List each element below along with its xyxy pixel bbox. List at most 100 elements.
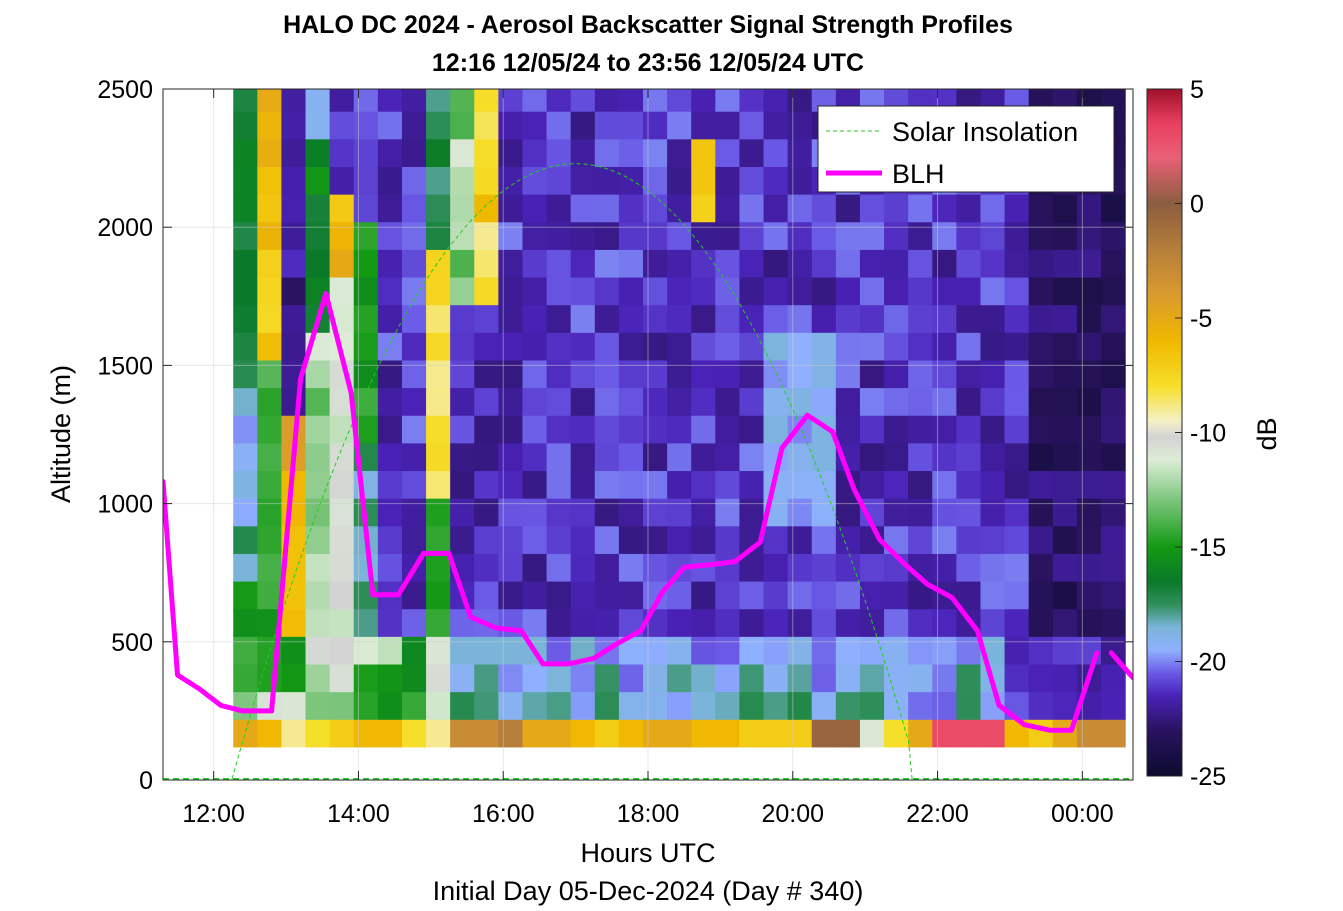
heatmap-cell bbox=[884, 608, 909, 637]
heatmap-cell bbox=[233, 221, 258, 250]
heatmap-cell bbox=[618, 470, 644, 499]
heatmap-cell bbox=[1076, 580, 1102, 610]
colorbar-label: dB bbox=[1252, 417, 1282, 450]
heatmap-cell bbox=[570, 304, 596, 333]
heatmap-cell bbox=[377, 89, 403, 112]
heatmap-cell bbox=[956, 580, 982, 610]
heatmap-cell bbox=[787, 553, 813, 582]
heatmap-cell bbox=[691, 221, 716, 250]
heatmap-cell bbox=[522, 525, 548, 554]
heatmap-cell bbox=[450, 470, 475, 499]
heatmap-cell bbox=[956, 415, 982, 444]
heatmap-cell bbox=[377, 166, 403, 195]
heatmap-cell bbox=[377, 442, 403, 472]
heatmap-cell bbox=[667, 194, 692, 223]
heatmap-cell bbox=[787, 719, 813, 748]
heatmap-cell bbox=[811, 194, 837, 223]
heatmap-cell bbox=[787, 138, 813, 167]
heatmap-cell bbox=[233, 608, 258, 637]
heatmap-cell bbox=[329, 415, 355, 444]
heatmap-cell bbox=[884, 221, 909, 250]
heatmap-cell bbox=[401, 663, 427, 693]
heatmap-cell bbox=[570, 387, 596, 416]
heatmap-cell bbox=[884, 580, 909, 610]
heatmap-cell bbox=[835, 608, 861, 637]
x-tick-label: 14:00 bbox=[327, 800, 390, 828]
heatmap-cell bbox=[281, 719, 307, 748]
chart-subtitle: 12:16 12/05/24 to 23:56 12/05/24 UTC bbox=[432, 49, 864, 77]
heatmap-cell bbox=[739, 221, 765, 250]
heatmap-cell bbox=[739, 111, 765, 140]
heatmap-cell bbox=[305, 719, 331, 748]
heatmap-cell bbox=[811, 608, 837, 637]
heatmap-cell bbox=[859, 415, 885, 444]
heatmap-cell bbox=[667, 415, 692, 444]
heatmap-cell bbox=[835, 415, 861, 444]
heatmap-cell bbox=[426, 304, 451, 333]
colorbar-tick-label: -25 bbox=[1190, 763, 1226, 791]
heatmap-cell bbox=[739, 608, 765, 637]
heatmap-cell bbox=[932, 525, 957, 554]
heatmap-cell bbox=[474, 387, 499, 416]
heatmap-cell bbox=[474, 359, 499, 389]
heatmap-cell bbox=[546, 111, 572, 140]
heatmap-cell bbox=[908, 442, 933, 472]
heatmap-cell bbox=[450, 221, 475, 250]
heatmap-cell bbox=[739, 304, 765, 333]
heatmap-cell bbox=[1076, 719, 1102, 748]
heatmap-cell bbox=[1076, 553, 1102, 582]
heatmap-cell bbox=[643, 636, 668, 665]
heatmap-cell bbox=[426, 221, 451, 250]
heatmap-cell bbox=[980, 359, 1006, 389]
heatmap-cell bbox=[1076, 359, 1102, 389]
heatmap-cell bbox=[1052, 276, 1078, 306]
heatmap-cell bbox=[594, 332, 620, 361]
heatmap-cell bbox=[643, 498, 668, 527]
heatmap-cell bbox=[787, 470, 813, 499]
heatmap-cell bbox=[1004, 470, 1030, 499]
heatmap-cell bbox=[1101, 221, 1126, 250]
heatmap-cell bbox=[450, 89, 475, 112]
heatmap-cell bbox=[956, 470, 982, 499]
heatmap-cell bbox=[1028, 719, 1054, 748]
heatmap-cell bbox=[257, 332, 283, 361]
heatmap-cell bbox=[715, 442, 741, 472]
heatmap-cell bbox=[1004, 221, 1030, 250]
heatmap-cell bbox=[257, 89, 283, 112]
heatmap-cell bbox=[1052, 387, 1078, 416]
heatmap-cell bbox=[522, 138, 548, 167]
heatmap-cell bbox=[618, 221, 644, 250]
heatmap-cell bbox=[643, 442, 668, 472]
heatmap-cell bbox=[498, 498, 524, 527]
heatmap-cell bbox=[667, 470, 692, 499]
heatmap-cell bbox=[353, 470, 379, 499]
heatmap-cell bbox=[932, 608, 957, 637]
heatmap-cell bbox=[329, 470, 355, 499]
heatmap-cell bbox=[618, 304, 644, 333]
heatmap-cell bbox=[932, 359, 957, 389]
heatmap-cell bbox=[691, 249, 716, 278]
heatmap-cell bbox=[305, 138, 331, 167]
heatmap-cell bbox=[884, 304, 909, 333]
heatmap-cell bbox=[281, 608, 307, 637]
heatmap-cell bbox=[763, 525, 789, 554]
heatmap-cell bbox=[522, 332, 548, 361]
heatmap-cell bbox=[594, 470, 620, 499]
heatmap-cell bbox=[1101, 636, 1126, 665]
heatmap-cell bbox=[643, 719, 668, 748]
heatmap-cell bbox=[1028, 580, 1054, 610]
heatmap-cell bbox=[618, 525, 644, 554]
y-tick-label: 500 bbox=[111, 629, 153, 657]
heatmap-cell bbox=[956, 442, 982, 472]
heatmap-cell bbox=[739, 691, 765, 720]
heatmap-cell bbox=[787, 580, 813, 610]
x-tick-label: 00:00 bbox=[1051, 800, 1114, 828]
heatmap-cell bbox=[233, 442, 258, 472]
heatmap-cell bbox=[763, 719, 789, 748]
heatmap-cell bbox=[859, 194, 885, 223]
heatmap-cell bbox=[859, 663, 885, 693]
heatmap-cell bbox=[233, 525, 258, 554]
heatmap-cell bbox=[908, 498, 933, 527]
heatmap-cell bbox=[426, 387, 451, 416]
heatmap-cell bbox=[305, 691, 331, 720]
